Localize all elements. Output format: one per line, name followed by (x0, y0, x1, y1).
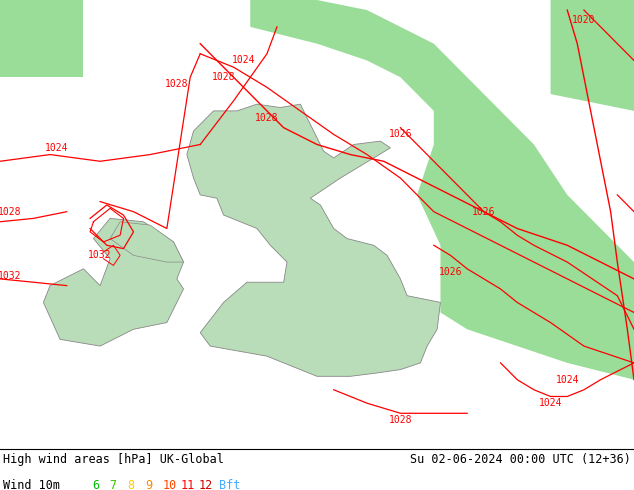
Text: 1024: 1024 (539, 398, 562, 408)
Text: 6: 6 (92, 479, 99, 490)
Text: 1032: 1032 (0, 270, 22, 280)
Text: 8: 8 (127, 479, 134, 490)
Text: 1026: 1026 (472, 207, 496, 217)
Text: 1024: 1024 (45, 143, 68, 153)
Polygon shape (110, 222, 183, 262)
Text: 1028: 1028 (0, 207, 22, 217)
Text: 1028: 1028 (212, 73, 235, 82)
Polygon shape (187, 104, 441, 376)
Text: 1024: 1024 (232, 55, 256, 66)
Text: 1028: 1028 (165, 79, 188, 89)
Text: 1032: 1032 (88, 250, 112, 260)
Text: 7: 7 (110, 479, 117, 490)
Text: Bft: Bft (219, 479, 241, 490)
Text: 1028: 1028 (389, 415, 412, 425)
Text: 1026: 1026 (439, 267, 462, 277)
Text: 1026: 1026 (389, 129, 412, 139)
Text: Su 02-06-2024 00:00 UTC (12+36): Su 02-06-2024 00:00 UTC (12+36) (410, 453, 631, 466)
Text: 11: 11 (181, 479, 195, 490)
Text: High wind areas [hPa] UK-Global: High wind areas [hPa] UK-Global (3, 453, 224, 466)
Polygon shape (250, 0, 634, 380)
Text: Wind 10m: Wind 10m (3, 479, 60, 490)
Text: 12: 12 (198, 479, 212, 490)
Polygon shape (0, 0, 84, 77)
Polygon shape (43, 219, 183, 346)
Polygon shape (550, 0, 634, 111)
Text: 1020: 1020 (573, 15, 596, 25)
Text: 1024: 1024 (555, 375, 579, 385)
Text: 10: 10 (163, 479, 177, 490)
Text: 9: 9 (145, 479, 152, 490)
Text: 1028: 1028 (256, 113, 279, 122)
